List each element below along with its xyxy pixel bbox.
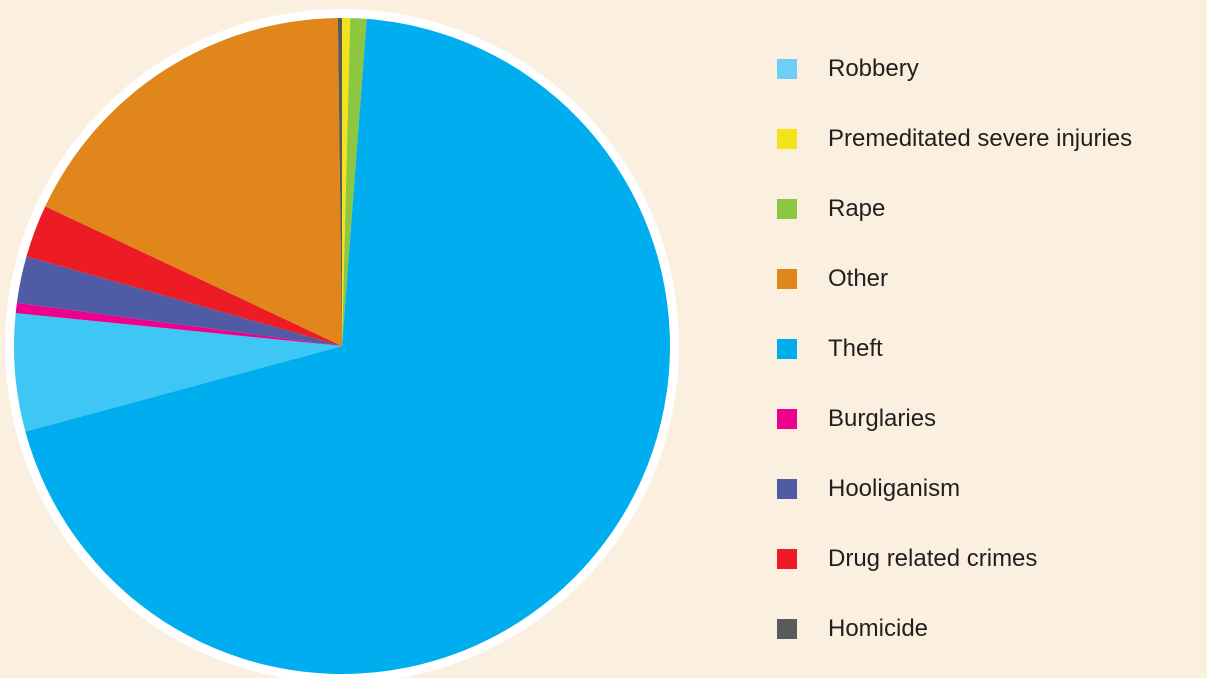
legend-item-theft: Theft: [777, 314, 1132, 384]
legend-swatch: [777, 129, 797, 149]
legend-item-burglaries: Burglaries: [777, 384, 1132, 454]
legend-item-drug-related-crimes: Drug related crimes: [777, 524, 1132, 594]
legend-item-rape: Rape: [777, 174, 1132, 244]
legend-item-robbery: Robbery: [777, 34, 1132, 104]
pie-slice-drug-related-crimes: [26, 206, 342, 346]
legend-item-premeditated-severe-injuries: Premeditated severe injuries: [777, 104, 1132, 174]
pie-slice-rape: [342, 18, 367, 346]
pie-slice-hooliganism: [16, 256, 342, 346]
pie-chart-svg: [5, 9, 679, 678]
legend-item-homicide: Homicide: [777, 594, 1132, 664]
legend-swatch: [777, 479, 797, 499]
legend-label: Homicide: [828, 615, 929, 642]
legend: Robbery Premeditated severe injuries Rape O…: [777, 34, 1132, 664]
legend-label: Robbery: [828, 55, 919, 82]
pie-slices: [14, 17, 670, 674]
legend-swatch: [777, 409, 797, 429]
legend-item-other: Other: [777, 244, 1132, 314]
pie-slice-burglaries: [15, 302, 342, 346]
legend-swatch: [777, 549, 797, 569]
pie-slice-premeditated-severe-injuries: [342, 17, 351, 347]
legend-swatch: [777, 59, 797, 79]
legend-swatch: [777, 269, 797, 289]
pie-slice-homicide: [337, 18, 342, 346]
legend-swatch: [777, 199, 797, 219]
legend-label: Burglaries: [828, 405, 937, 432]
legend-label: Drug related crimes: [828, 545, 1038, 572]
pie-slice-robbery: [14, 313, 343, 432]
pie-slice-theft: [25, 18, 670, 674]
legend-label: Theft: [828, 335, 883, 362]
legend-item-hooliganism: Hooliganism: [777, 454, 1132, 524]
legend-label: Hooliganism: [828, 475, 961, 502]
legend-swatch: [777, 339, 797, 359]
legend-label: Rape: [828, 195, 886, 222]
legend-label: Other: [828, 265, 889, 292]
legend-swatch: [777, 619, 797, 639]
legend-label: Premeditated severe injuries: [828, 125, 1133, 152]
pie-slice-other: [45, 18, 342, 347]
